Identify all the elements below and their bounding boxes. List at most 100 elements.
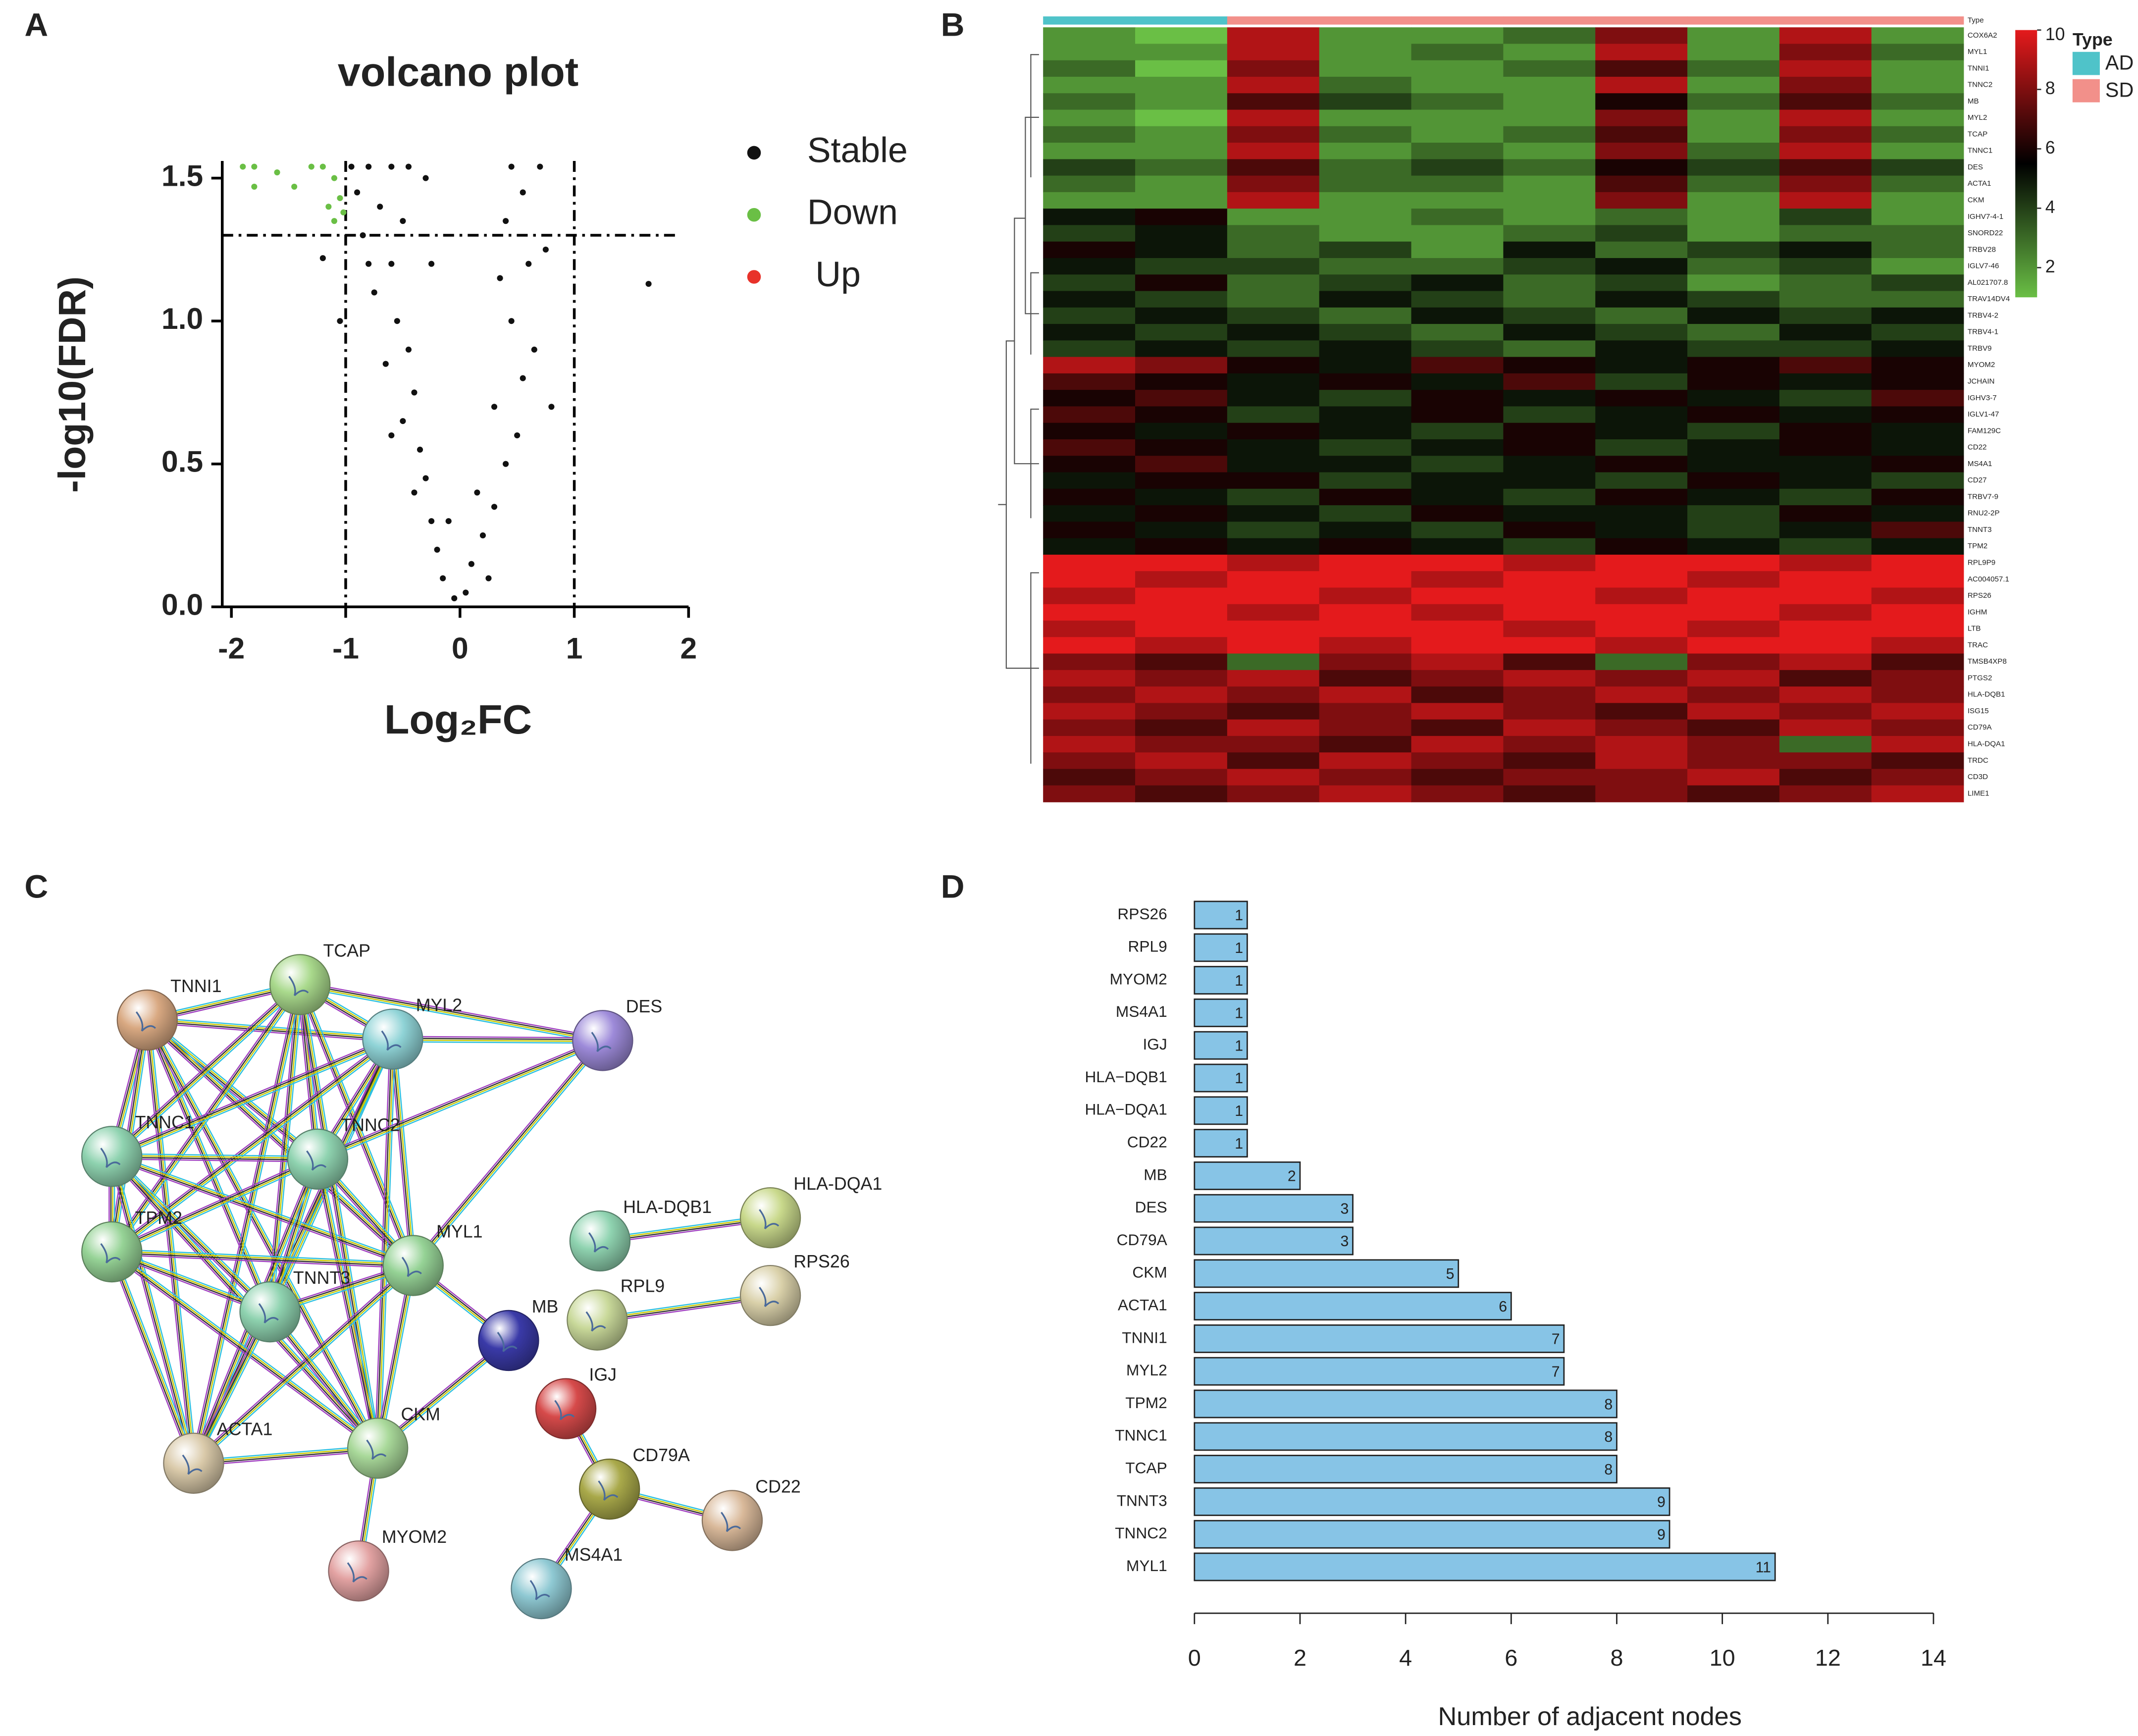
heat-cell (1503, 571, 1596, 588)
heat-cell (1411, 736, 1504, 753)
heat-cell (1687, 406, 1780, 423)
y-axis-label: -log10(FDR) (51, 276, 94, 493)
heat-cell (1595, 258, 1688, 275)
bar (1194, 1389, 1617, 1419)
heat-cell (1135, 143, 1228, 160)
value-label: 7 (1552, 1364, 1560, 1380)
heat-cell (1227, 587, 1320, 605)
heat-cell (1871, 522, 1964, 539)
heat-cell (1227, 472, 1320, 489)
heat-cell (1595, 604, 1688, 621)
heat-cell (1135, 571, 1228, 588)
heat-cell (1595, 274, 1688, 292)
heat-cell (1595, 225, 1688, 242)
heat-cell (1043, 686, 1136, 704)
heat-cell (1411, 637, 1504, 654)
heat-cell (1043, 357, 1136, 374)
x-tick-label: 0 (1188, 1645, 1201, 1671)
bar (1194, 1063, 1248, 1093)
bar (1194, 1096, 1248, 1125)
heat-cell (1871, 769, 1964, 786)
heat-cell (1595, 390, 1688, 407)
heat-cell (1227, 324, 1320, 341)
heat-cell (1135, 209, 1228, 226)
heat-cell (1411, 93, 1504, 110)
heat-cell (1779, 439, 1872, 457)
heat-cell (1319, 505, 1412, 523)
row-label: HLA-DQB1 (1968, 690, 2005, 699)
network-edges (108, 981, 771, 1591)
heat-cell (1595, 637, 1688, 654)
network-edge (374, 1039, 391, 1448)
type-cell (1871, 16, 1964, 25)
heat-cell (1503, 390, 1596, 407)
point (319, 255, 326, 262)
network-edge (110, 1158, 413, 1269)
point (411, 489, 417, 496)
point (400, 418, 406, 424)
heat-cell (1227, 109, 1320, 127)
heat-cell (1135, 44, 1228, 61)
heat-cell (1227, 241, 1320, 259)
point (451, 595, 458, 602)
row-label: AC004057.1 (1968, 575, 2009, 583)
node-structure (759, 1287, 780, 1307)
legend-swatch (2072, 52, 2100, 75)
heat-cell (1227, 307, 1320, 324)
heat-cell (1871, 736, 1964, 753)
heat-cell (1411, 505, 1504, 523)
point (411, 389, 417, 396)
category-label: CKM (1132, 1263, 1167, 1281)
point (531, 346, 537, 353)
network-node (362, 1008, 423, 1070)
heat-cell (1227, 456, 1320, 473)
point (405, 163, 412, 170)
network-edge (395, 1039, 417, 1265)
legend-swatch (2072, 79, 2100, 103)
heat-cell (1319, 439, 1412, 457)
heat-cell (1319, 538, 1412, 555)
heat-cell (1135, 505, 1228, 523)
heat-cell (1135, 291, 1228, 308)
heat-cell (1595, 291, 1688, 308)
heat-cell (1411, 324, 1504, 341)
category-label: MYOM2 (1110, 970, 1167, 988)
value-label: 6 (1499, 1299, 1507, 1315)
heat-cell (1595, 522, 1688, 539)
heat-cell (1687, 686, 1780, 704)
heat-cell (1779, 60, 1872, 77)
network-edge (146, 1020, 378, 1449)
colorbar-label: 4 (2045, 197, 2055, 217)
network-edge (112, 1251, 195, 1464)
heat-cell (1319, 209, 1412, 226)
heat-cell (1503, 258, 1596, 275)
bar (1194, 1552, 1776, 1581)
network-edge (314, 1159, 376, 1449)
heat-cell (1687, 703, 1780, 720)
value-label: 2 (1288, 1168, 1296, 1185)
heat-cell (1411, 604, 1504, 621)
heat-cell (1503, 109, 1596, 127)
node-structure (401, 1257, 422, 1277)
heat-cell (1411, 307, 1504, 324)
heat-cell (1227, 406, 1320, 423)
heat-cell (1135, 472, 1228, 489)
network-edge (112, 1041, 394, 1159)
heat-cell (1871, 357, 1964, 374)
x-tick-label: -1 (332, 631, 359, 665)
heat-cell (1595, 373, 1688, 390)
heat-cell (1595, 472, 1688, 489)
legend-title: Type (2073, 30, 2113, 50)
heat-cell (1135, 538, 1228, 555)
heat-cell (1871, 291, 1964, 308)
heat-cell (1595, 422, 1688, 440)
value-label: 11 (1756, 1559, 1771, 1576)
heat-cell (1503, 620, 1596, 638)
heat-cell (1227, 439, 1320, 457)
heat-cell (1595, 241, 1688, 259)
heat-cell (1227, 60, 1320, 77)
network-edge (147, 1019, 415, 1265)
network-edge (147, 1020, 393, 1041)
heat-cell (1411, 571, 1504, 588)
node-structure (529, 1580, 550, 1600)
